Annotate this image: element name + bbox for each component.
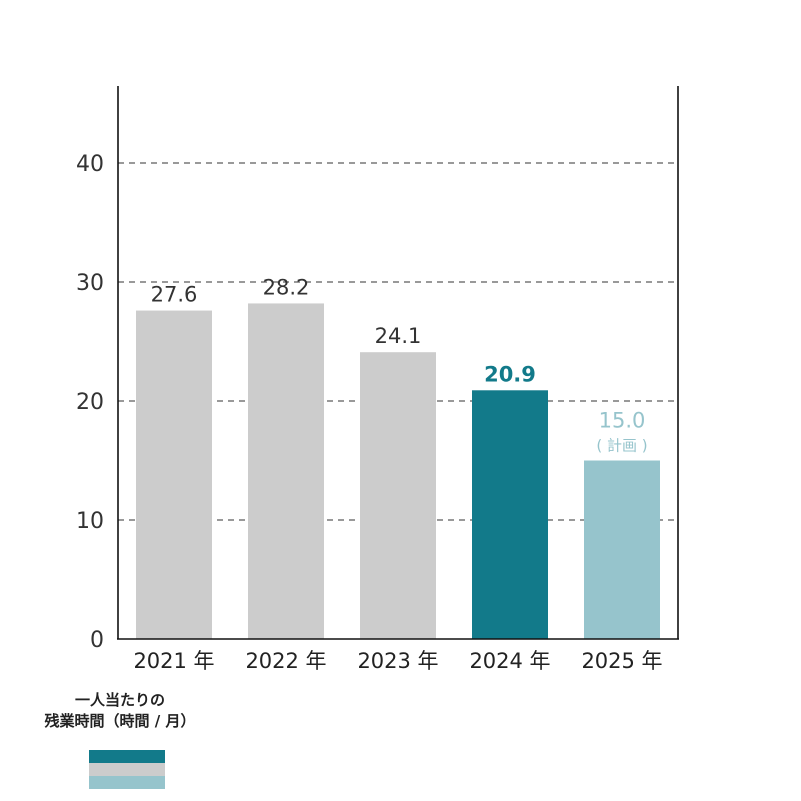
y-tick-labels: 0 10 20 30 40 <box>76 152 104 653</box>
y-tick-label: 10 <box>76 509 104 534</box>
legend-swatch-plan <box>89 776 165 789</box>
x-tick-label: 2023 年 <box>357 649 438 673</box>
data-labels: 27.6 28.2 24.1 20.9 15.0 ( 計画 ) <box>151 275 648 454</box>
legend-title-line2: 残業時間（時間 / 月） <box>44 712 196 730</box>
bar <box>136 310 212 639</box>
axes <box>117 86 679 640</box>
bar <box>360 352 436 639</box>
x-tick-label: 2022 年 <box>245 649 326 673</box>
data-label: 20.9 <box>484 362 536 386</box>
legend-swatch-current <box>89 750 165 763</box>
bar <box>584 460 660 639</box>
legend-swatch-past <box>89 763 165 776</box>
y-tick-label: 40 <box>76 152 104 177</box>
y-tick-label: 30 <box>76 271 104 296</box>
x-tick-label: 2025 年 <box>581 649 662 673</box>
bar <box>248 303 324 639</box>
data-label: 27.6 <box>151 283 198 307</box>
data-label: 24.1 <box>375 324 422 348</box>
legend-swatch <box>89 750 165 789</box>
bar <box>472 390 548 639</box>
data-label: 15.0 <box>599 409 646 433</box>
x-tick-label: 2021 年 <box>133 649 214 673</box>
data-label: 28.2 <box>263 275 310 299</box>
legend-title: 一人当たりの 残業時間（時間 / 月） <box>20 690 220 732</box>
y-tick-label: 0 <box>90 628 104 653</box>
data-note-label: ( 計画 ) <box>596 437 647 455</box>
bars <box>136 303 660 639</box>
y-tick-label: 20 <box>76 390 104 415</box>
x-tick-labels: 2021 年 2022 年 2023 年 2024 年 2025 年 <box>133 649 662 673</box>
legend-title-line1: 一人当たりの <box>74 691 165 709</box>
x-tick-label: 2024 年 <box>469 649 550 673</box>
